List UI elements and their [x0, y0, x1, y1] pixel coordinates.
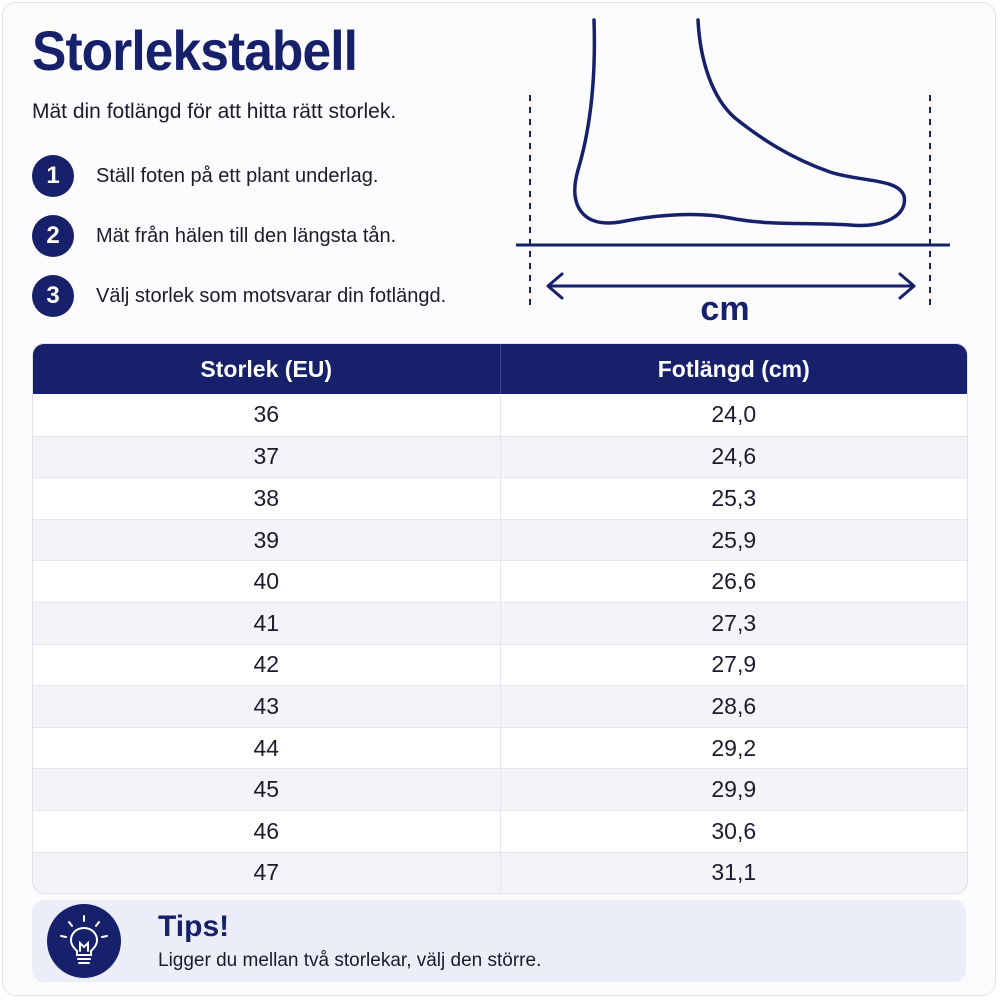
step-1: 1 Ställ foten på ett plant underlag.: [32, 154, 378, 198]
size-cell: 38: [253, 484, 280, 511]
table-row: 40 26,6: [33, 560, 967, 602]
length-cell: 28,6: [499, 686, 968, 727]
length-cell: 27,9: [499, 644, 968, 686]
table-row: 42 27,9: [33, 643, 968, 686]
length-cell: 26,6: [499, 561, 968, 602]
size-cell: 42: [253, 651, 280, 678]
unit-label: cm: [700, 290, 750, 328]
tips-box: Tips! Ligger du mellan två storlekar, vä…: [32, 900, 966, 982]
length-cell: 27,3: [499, 602, 968, 644]
length-cell: 25,9: [499, 519, 968, 561]
foot-measurement-icon: [516, 18, 950, 305]
size-cell: 36: [253, 401, 280, 428]
table-row: 41 27,3: [33, 601, 968, 644]
step-number-badge: 2: [32, 215, 74, 257]
table-row: 43 28,6: [33, 685, 967, 727]
lightbulb-icon: [47, 904, 121, 978]
length-cell: 25,3: [499, 478, 968, 519]
foot-outline: [573, 18, 907, 228]
length-cell: 30,6: [499, 810, 968, 852]
table-row: 47 31,1: [33, 851, 968, 894]
table-body: 36 24,0 37 24,6 38 25,3 39 25,9 40 26,6 41 27,…: [33, 394, 968, 894]
table-row: 37 24,6: [33, 435, 968, 478]
table-row: 39 25,9: [33, 518, 968, 561]
size-cell: 47: [253, 859, 280, 886]
table-row: 46 30,6: [33, 809, 968, 852]
step-text: Ställ foten på ett plant underlag.: [96, 164, 379, 187]
tips-title: Tips!: [158, 910, 230, 943]
size-cell: 39: [253, 526, 280, 553]
column-header-foot-length: Fotlängd (cm): [499, 344, 968, 394]
table-row: 45 29,9: [33, 768, 967, 810]
tips-text: Ligger du mellan två storlekar, välj den…: [158, 950, 542, 971]
length-cell: 24,6: [499, 436, 968, 478]
size-cell: 45: [253, 776, 280, 803]
length-cell: 29,2: [499, 727, 968, 769]
table-row: 44 29,2: [33, 726, 968, 769]
length-cell: 31,1: [499, 852, 968, 894]
page-subtitle: Mät din fotlängd för att hitta rätt stor…: [32, 100, 397, 123]
table-header: Storlek (EU) Fotlängd (cm): [33, 344, 967, 394]
step-number-badge: 3: [32, 275, 74, 317]
step-2: 2 Mät från hälen till den längsta tån.: [32, 214, 396, 258]
size-cell: 46: [253, 817, 280, 844]
size-cell: 37: [253, 443, 280, 470]
size-cell: 43: [253, 692, 280, 719]
table-row: 38 25,3: [33, 477, 967, 519]
table-row: 36 24,0: [33, 394, 967, 436]
page-title: Storlekstabell: [32, 19, 358, 82]
step-text: Välj storlek som motsvarar din fotlängd.: [96, 284, 447, 307]
arrow-left-icon: [546, 272, 564, 300]
size-table: Storlek (EU) Fotlängd (cm) 36 24,0 37 24,6…: [32, 343, 968, 895]
step-text: Mät från hälen till den längsta tån.: [96, 224, 397, 247]
size-cell: 40: [253, 568, 280, 595]
length-cell: 24,0: [499, 394, 968, 436]
step-3: 3 Välj storlek som motsvarar din fotläng…: [32, 274, 446, 318]
length-cell: 29,9: [499, 769, 968, 810]
column-header-size: Storlek (EU): [200, 355, 333, 382]
step-number-badge: 1: [32, 155, 74, 197]
size-cell: 44: [253, 734, 280, 761]
size-cell: 41: [253, 609, 280, 636]
arrow-right-icon: [898, 272, 916, 300]
